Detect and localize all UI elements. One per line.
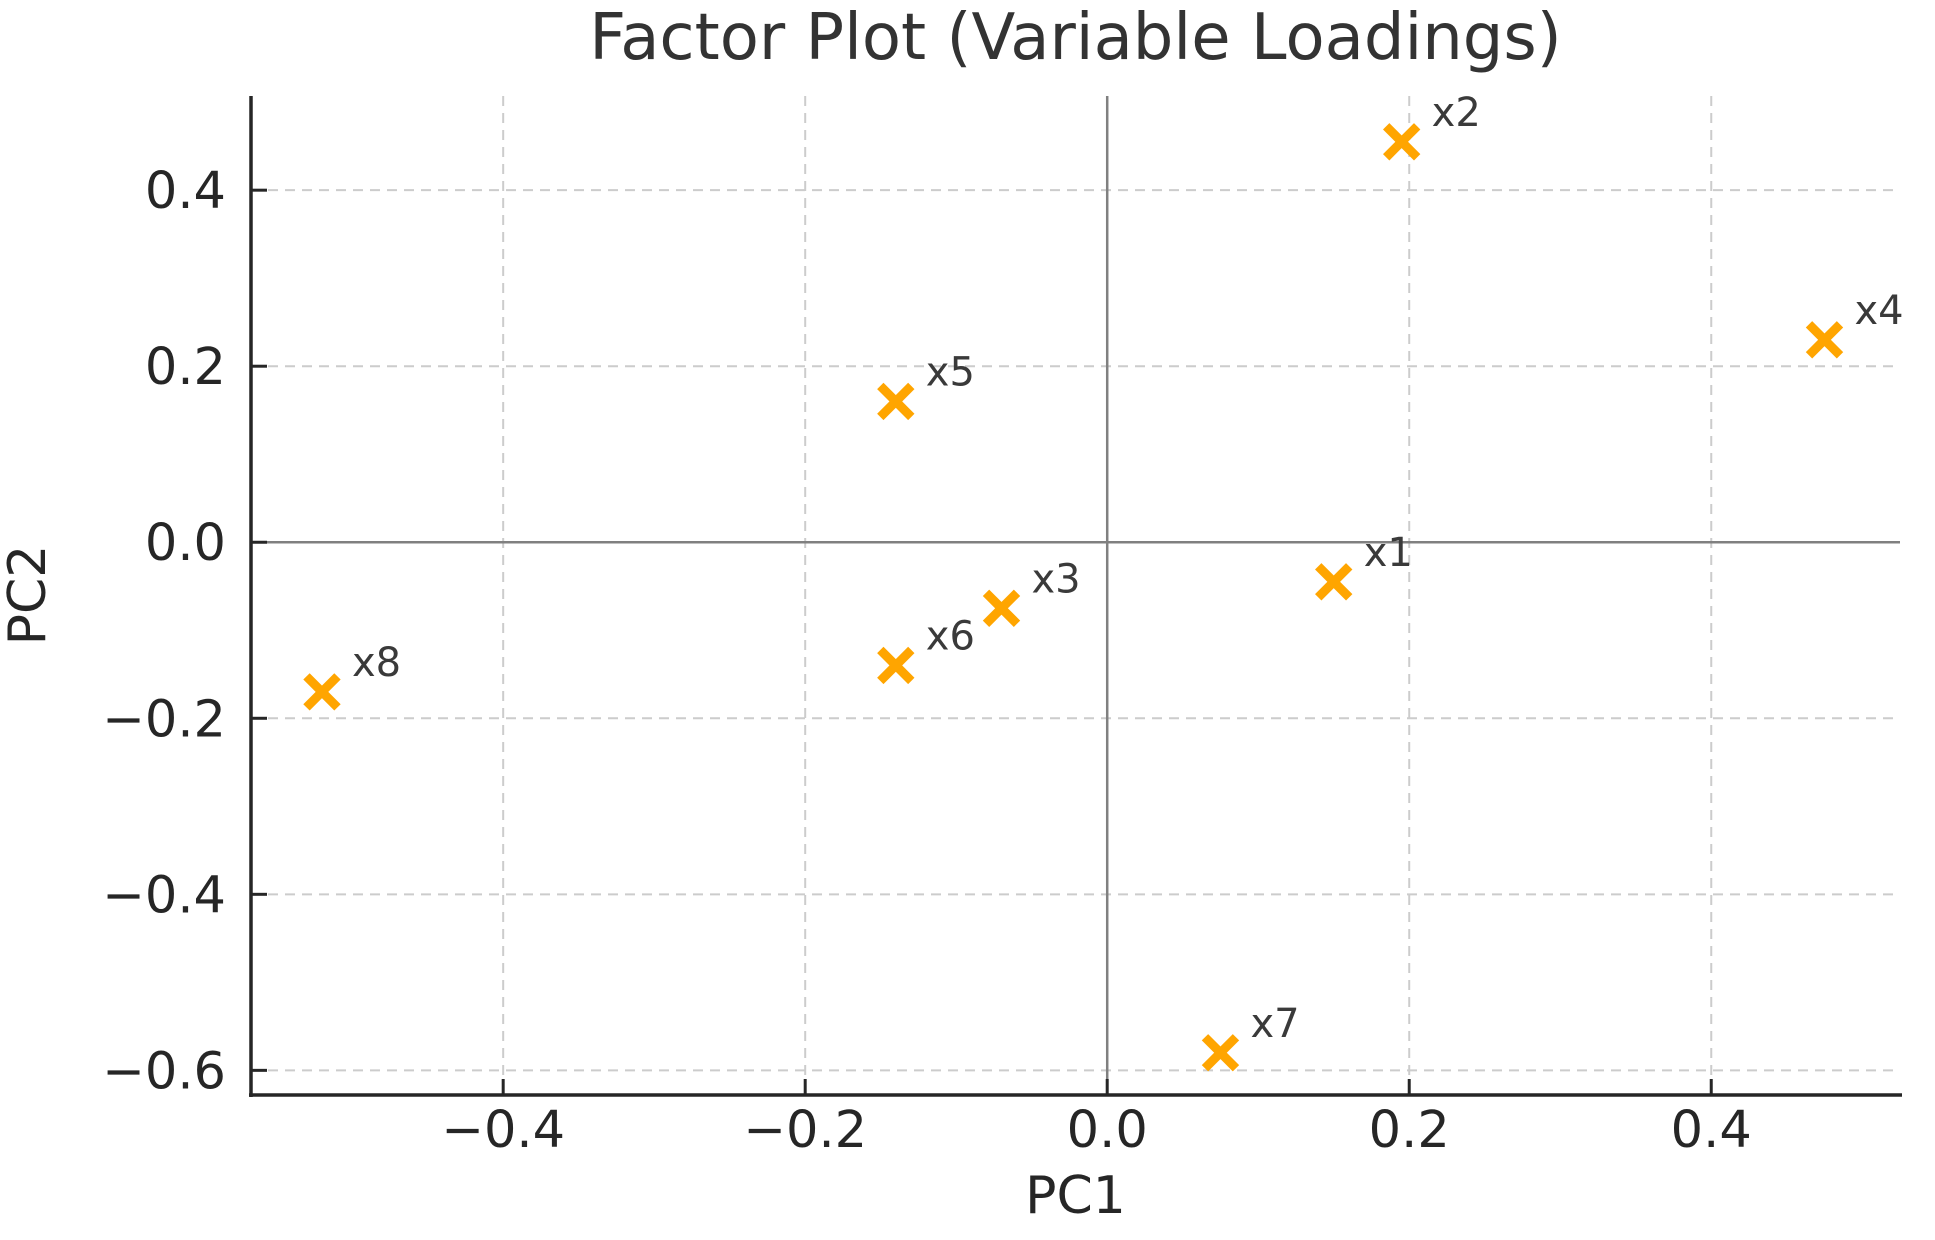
- y-tick-label: 0.0: [145, 514, 226, 573]
- marker-x7: [1201, 1034, 1240, 1072]
- marker-x5: [877, 382, 915, 421]
- point-label-x1: x1: [1364, 530, 1413, 576]
- chart-title: Factor Plot (Variable Loadings): [589, 1, 1562, 75]
- x-tick-label: −0.4: [441, 1101, 565, 1160]
- marker-x8: [303, 673, 341, 711]
- point-label-x4: x4: [1854, 288, 1903, 334]
- y-tick-label: −0.2: [102, 690, 226, 749]
- point-label-x8: x8: [352, 640, 401, 686]
- marker-x1: [1315, 563, 1353, 601]
- marker-x2: [1382, 123, 1421, 161]
- point-label-x2: x2: [1432, 90, 1481, 136]
- y-tick-label: 0.2: [145, 338, 226, 397]
- y-tick-label: −0.6: [102, 1042, 226, 1101]
- point-label-x7: x7: [1250, 1001, 1299, 1047]
- y-tick-label: −0.4: [102, 866, 226, 925]
- marker-x6: [877, 646, 915, 685]
- y-tick-label: 0.4: [145, 162, 226, 221]
- point-label-x6: x6: [926, 613, 975, 659]
- marker-x3: [982, 589, 1021, 627]
- point-label-x5: x5: [926, 349, 975, 395]
- marker-x4: [1805, 321, 1844, 359]
- x-tick-label: 0.4: [1671, 1101, 1752, 1160]
- x-axis-label: PC1: [1025, 1166, 1126, 1226]
- x-tick-label: 0.2: [1369, 1101, 1450, 1160]
- x-tick-label: −0.2: [743, 1101, 867, 1160]
- point-label-x3: x3: [1032, 556, 1081, 602]
- x-tick-label: 0.0: [1067, 1101, 1148, 1160]
